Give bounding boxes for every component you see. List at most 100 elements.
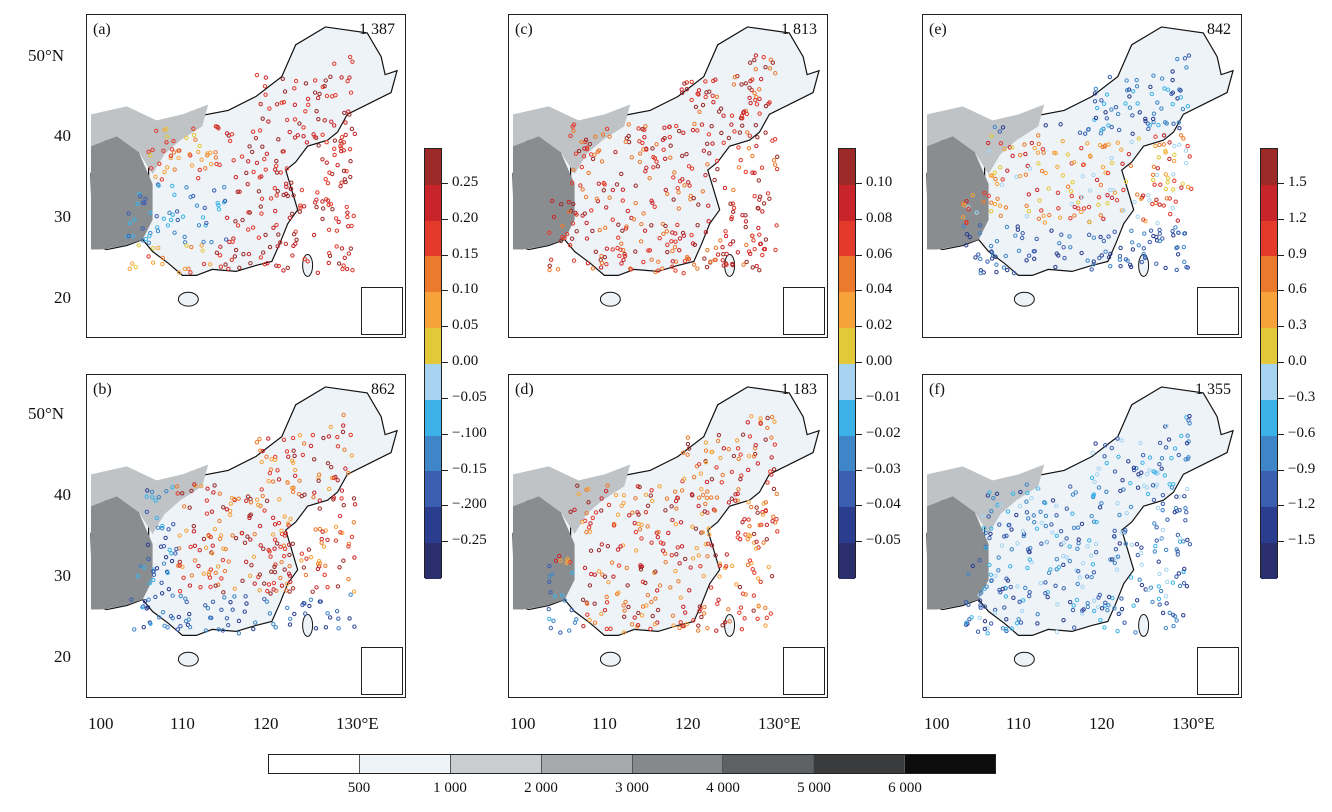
station-dot xyxy=(1085,141,1090,146)
station-count: 1 387 xyxy=(359,21,395,38)
station-dot xyxy=(161,561,167,566)
station-dot xyxy=(1124,78,1129,83)
station-dot xyxy=(705,162,710,167)
colorbar-tick-label: −0.25 xyxy=(442,532,487,549)
colorbar-tick-label: −.200 xyxy=(442,496,487,513)
station-dot xyxy=(1049,522,1054,527)
station-dot xyxy=(684,621,690,627)
station-dot xyxy=(572,507,577,513)
station-dot xyxy=(1160,610,1166,616)
station-dot xyxy=(181,575,186,581)
station-dot xyxy=(227,508,233,514)
station-dot xyxy=(998,141,1004,146)
panel-label: (f) xyxy=(929,381,945,398)
station-dot xyxy=(587,141,593,147)
station-dot xyxy=(1091,262,1096,267)
station-dot xyxy=(277,497,282,502)
station-dot xyxy=(620,187,626,192)
station-dot xyxy=(154,213,159,219)
station-dot xyxy=(240,217,245,223)
station-dot xyxy=(1177,142,1182,147)
station-dot xyxy=(168,217,174,223)
colorbar-swatch xyxy=(839,363,855,400)
station-dot xyxy=(699,511,705,517)
station-dot xyxy=(717,574,722,579)
station-dot xyxy=(317,91,322,97)
station-dot xyxy=(720,244,725,250)
station-dot xyxy=(1094,472,1100,477)
station-dot xyxy=(1170,228,1175,234)
station-dot xyxy=(1124,511,1130,516)
station-dot xyxy=(1067,234,1072,239)
station-dot xyxy=(750,153,755,159)
elevation-swatch xyxy=(905,755,995,773)
station-dot xyxy=(663,559,668,565)
station-dot xyxy=(314,109,319,114)
station-dot xyxy=(241,252,246,257)
station-dot xyxy=(346,109,351,114)
station-dot xyxy=(645,524,650,529)
station-dot xyxy=(187,505,192,510)
station-dot xyxy=(753,442,758,448)
station-dot xyxy=(962,203,967,208)
station-dot xyxy=(685,256,690,261)
station-dot xyxy=(997,129,1003,134)
station-dot xyxy=(605,543,611,549)
lon-label-110: 110 xyxy=(1006,714,1031,733)
station-dot xyxy=(684,151,689,157)
station-dot xyxy=(1073,490,1079,495)
station-dot xyxy=(148,166,154,171)
station-dot xyxy=(1018,620,1024,625)
station-dot xyxy=(1180,181,1185,186)
station-dot xyxy=(1031,513,1036,518)
station-dot xyxy=(592,152,597,158)
station-dot xyxy=(1068,189,1074,194)
colorbar-tick-label: −0.05 xyxy=(856,532,901,549)
station-dot xyxy=(633,249,638,254)
station-dot xyxy=(639,536,644,541)
station-dot xyxy=(604,126,610,132)
station-dot xyxy=(1013,233,1018,238)
map-panel-a: (a) 1 387 xyxy=(86,14,406,338)
station-dot xyxy=(1054,513,1059,518)
station-dot xyxy=(344,266,350,272)
station-dot xyxy=(145,605,151,610)
station-dot xyxy=(1042,220,1048,225)
station-dot xyxy=(635,510,640,515)
station-dot xyxy=(264,599,270,604)
station-dot xyxy=(290,253,295,258)
station-dot xyxy=(352,131,358,137)
station-dot xyxy=(726,607,731,612)
station-dot xyxy=(1102,454,1107,459)
station-dots xyxy=(963,413,1193,636)
station-dot xyxy=(989,526,994,531)
station-dot xyxy=(682,81,687,86)
station-dot xyxy=(351,213,356,219)
station-dot xyxy=(747,434,753,439)
station-dot xyxy=(162,169,167,175)
lon-label-130: 130°E xyxy=(336,714,379,733)
terrain xyxy=(926,386,1234,667)
station-dot xyxy=(1179,433,1184,439)
station-dot xyxy=(1003,253,1008,259)
station-dot xyxy=(270,515,276,521)
station-dot xyxy=(630,510,635,515)
station-dot xyxy=(598,265,604,270)
station-dot xyxy=(180,214,186,219)
station-dot xyxy=(601,180,606,186)
station-dot xyxy=(687,588,692,593)
station-dot xyxy=(285,480,290,485)
station-dot xyxy=(1016,617,1021,622)
hainan-island xyxy=(177,291,199,307)
station-dot xyxy=(571,128,576,133)
station-dot xyxy=(194,203,200,208)
station-dot xyxy=(1077,130,1083,135)
station-dot xyxy=(653,569,658,574)
station-dot xyxy=(1106,603,1111,608)
station-dot xyxy=(689,232,694,238)
station-dot xyxy=(1084,574,1090,579)
station-dot xyxy=(345,79,350,84)
station-dot xyxy=(1025,565,1030,571)
station-dot xyxy=(1130,247,1136,252)
station-dot xyxy=(605,483,610,488)
